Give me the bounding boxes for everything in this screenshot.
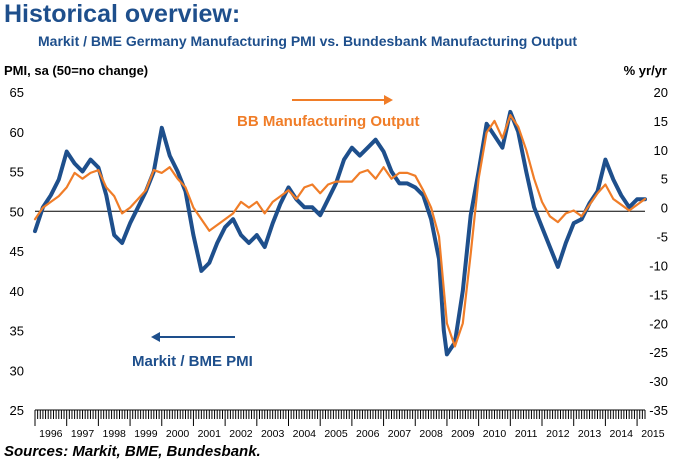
legend-label-bb-output: BB Manufacturing Output <box>237 113 419 130</box>
chart-subtitle: Markit / BME Germany Manufacturing PMI v… <box>38 33 578 49</box>
y-left-tick-label: 35 <box>10 324 24 339</box>
y-right-tick-label: -20 <box>649 316 668 331</box>
x-tick-label: 2011 <box>515 428 538 440</box>
y-left-tick-label: 65 <box>10 85 24 100</box>
arrow-head-bb <box>384 95 393 105</box>
y-left-tick-label: 25 <box>10 403 24 418</box>
y-axis-left-label: PMI, sa (50=no change) <box>4 63 149 78</box>
x-tick-label: 2004 <box>293 428 317 440</box>
x-tick-label: 2012 <box>546 428 570 440</box>
legend-label-pmi: Markit / BME PMI <box>132 353 253 370</box>
y-right-tick-label: -10 <box>649 258 668 273</box>
y-left-tick-label: 60 <box>10 125 24 140</box>
y-left-tick-label: 50 <box>10 204 24 219</box>
chart-axes: 25 30 35 40 45 50 55 60 65 -35 -30 -25 -20 -15 -10 -5 0 5… <box>10 85 668 440</box>
y-axis-right-label: % yr/yr <box>623 63 667 78</box>
source-note: Sources: Markit, BME, Bundesbank. <box>4 443 261 460</box>
x-tick-label: 2008 <box>419 428 443 440</box>
y-left-tick-label: 30 <box>10 363 24 378</box>
y-right-tick-label: 10 <box>654 143 668 158</box>
x-tick-label: 2001 <box>198 428 222 440</box>
x-tick-label: 1997 <box>71 428 95 440</box>
y-left-tick-label: 40 <box>10 284 24 299</box>
y-right-tick-label: -30 <box>649 374 668 389</box>
x-tick-label: 2014 <box>610 428 634 440</box>
x-tick-label: 2000 <box>166 428 190 440</box>
arrow-head-pmi <box>151 332 160 342</box>
chart-series <box>33 109 647 357</box>
y-right-tick-label: 5 <box>661 172 668 187</box>
x-tick-label: 2006 <box>356 428 380 440</box>
x-tick-label: 1998 <box>103 428 127 440</box>
y-right-tick-label: 15 <box>654 114 668 129</box>
chart-annotations: BB Manufacturing Output Markit / BME PMI <box>132 95 419 370</box>
x-tick-label: 1996 <box>39 428 63 440</box>
x-tick-label: 2005 <box>324 428 348 440</box>
y-right-tick-label: -15 <box>649 287 668 302</box>
y-left-tick-label: 55 <box>10 165 24 180</box>
y-right-tick-label: 20 <box>654 85 668 100</box>
page-title: Historical overview: <box>4 0 241 28</box>
x-tick-label: 2003 <box>261 428 285 440</box>
y-left-tick-label: 45 <box>10 244 24 259</box>
y-right-tick-label: 0 <box>661 201 668 216</box>
y-right-tick-label: -5 <box>656 230 668 245</box>
x-tick-label: 2015 <box>641 428 665 440</box>
x-tick-label: 2007 <box>388 428 412 440</box>
x-tick-label: 2009 <box>451 428 475 440</box>
y-right-tick-label: -25 <box>649 345 668 360</box>
x-tick-label: 1999 <box>134 428 158 440</box>
series-line-pmi <box>33 109 647 357</box>
x-tick-label: 2013 <box>578 428 602 440</box>
x-tick-label: 2010 <box>483 428 507 440</box>
series-line-bb-output <box>33 114 647 348</box>
x-tick-label: 2002 <box>229 428 253 440</box>
y-right-tick-label: -35 <box>649 403 668 418</box>
